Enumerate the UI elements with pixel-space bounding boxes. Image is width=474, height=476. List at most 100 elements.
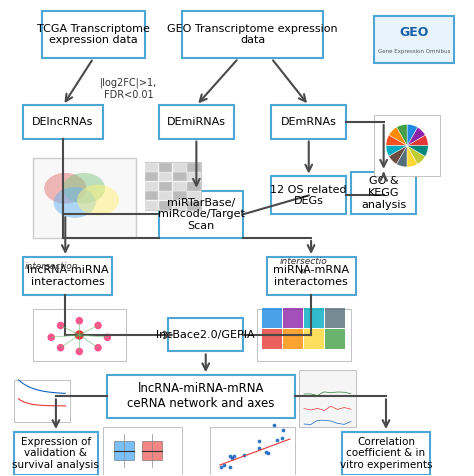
FancyBboxPatch shape (257, 309, 351, 361)
FancyBboxPatch shape (351, 172, 417, 214)
Text: miRTarBase/
miRcode/Target
Scan: miRTarBase/ miRcode/Target Scan (158, 198, 245, 231)
Wedge shape (386, 146, 407, 156)
Text: GO &
KEGG
analysis: GO & KEGG analysis (361, 177, 406, 209)
Text: DEmRNAs: DEmRNAs (281, 117, 337, 127)
Text: GEO Transcriptome expression
data: GEO Transcriptome expression data (167, 24, 338, 45)
Point (220, 461, 228, 469)
FancyBboxPatch shape (271, 177, 346, 214)
Text: TCGA Transcriptome
expression data: TCGA Transcriptome expression data (37, 24, 150, 45)
Text: intersectio
n: intersectio n (280, 257, 328, 276)
Point (273, 436, 280, 444)
Circle shape (94, 344, 102, 351)
FancyBboxPatch shape (325, 329, 345, 349)
FancyBboxPatch shape (33, 158, 136, 238)
Point (230, 452, 237, 460)
Circle shape (57, 344, 64, 351)
Text: lncRNA-miRNA-mRNA
ceRNA network and axes: lncRNA-miRNA-mRNA ceRNA network and axes (128, 382, 275, 410)
Wedge shape (407, 146, 425, 164)
Wedge shape (386, 135, 407, 146)
Point (278, 434, 286, 442)
FancyBboxPatch shape (145, 172, 158, 181)
Wedge shape (407, 127, 425, 146)
Point (264, 449, 272, 457)
Text: lncRNA-miRNA
interactomes: lncRNA-miRNA interactomes (27, 265, 109, 287)
FancyBboxPatch shape (145, 162, 201, 209)
Wedge shape (397, 124, 407, 146)
FancyBboxPatch shape (145, 163, 158, 172)
Circle shape (75, 347, 83, 355)
FancyBboxPatch shape (266, 257, 356, 295)
Text: DEmiRNAs: DEmiRNAs (167, 117, 226, 127)
Wedge shape (389, 127, 407, 146)
FancyBboxPatch shape (173, 200, 187, 209)
FancyBboxPatch shape (304, 329, 324, 349)
FancyBboxPatch shape (142, 441, 162, 460)
FancyBboxPatch shape (14, 432, 98, 475)
FancyBboxPatch shape (159, 106, 234, 139)
FancyBboxPatch shape (145, 200, 158, 209)
Circle shape (75, 317, 83, 325)
FancyBboxPatch shape (159, 163, 173, 172)
Point (280, 426, 287, 434)
Text: Gene Expression Omnibus: Gene Expression Omnibus (378, 49, 450, 54)
Ellipse shape (44, 173, 86, 204)
Circle shape (104, 334, 111, 341)
FancyBboxPatch shape (342, 432, 430, 475)
FancyBboxPatch shape (283, 329, 303, 349)
Point (226, 452, 234, 460)
FancyBboxPatch shape (374, 16, 454, 63)
FancyBboxPatch shape (159, 182, 173, 190)
Text: miRNA-mRNA
interactomes: miRNA-mRNA interactomes (273, 265, 349, 287)
Point (228, 455, 236, 462)
FancyBboxPatch shape (14, 380, 70, 423)
Point (255, 445, 263, 452)
FancyBboxPatch shape (173, 163, 187, 172)
FancyBboxPatch shape (304, 308, 324, 328)
FancyBboxPatch shape (210, 427, 295, 475)
FancyBboxPatch shape (168, 318, 243, 351)
Circle shape (47, 334, 55, 341)
FancyBboxPatch shape (187, 172, 201, 181)
Ellipse shape (54, 187, 96, 218)
Wedge shape (407, 124, 418, 146)
FancyBboxPatch shape (173, 172, 187, 181)
Circle shape (57, 322, 64, 329)
Point (263, 448, 270, 456)
FancyBboxPatch shape (325, 308, 345, 328)
FancyBboxPatch shape (42, 11, 145, 58)
Point (218, 464, 225, 471)
FancyBboxPatch shape (159, 190, 243, 238)
FancyBboxPatch shape (113, 441, 134, 460)
Text: intersection: intersection (25, 262, 78, 271)
FancyBboxPatch shape (159, 200, 173, 209)
FancyBboxPatch shape (103, 427, 182, 475)
Text: Correlation
coefficient & in
vitro experiments: Correlation coefficient & in vitro exper… (340, 436, 432, 470)
FancyBboxPatch shape (159, 172, 173, 181)
Ellipse shape (63, 173, 105, 204)
FancyBboxPatch shape (159, 191, 173, 200)
Wedge shape (407, 135, 428, 146)
FancyBboxPatch shape (187, 200, 201, 209)
FancyBboxPatch shape (283, 308, 303, 328)
FancyBboxPatch shape (173, 182, 187, 190)
FancyBboxPatch shape (108, 375, 295, 418)
Ellipse shape (77, 185, 119, 216)
Point (226, 463, 234, 471)
Text: lncBace2.0/GEPIA: lncBace2.0/GEPIA (156, 330, 255, 340)
Wedge shape (407, 146, 428, 156)
FancyBboxPatch shape (23, 106, 103, 139)
Text: |log2FC|>1,
FDR<0.01: |log2FC|>1, FDR<0.01 (100, 78, 157, 100)
Text: DElncRNAs: DElncRNAs (32, 117, 94, 127)
Point (240, 452, 248, 459)
FancyBboxPatch shape (145, 182, 158, 190)
Circle shape (74, 330, 84, 340)
Point (271, 422, 278, 429)
Wedge shape (407, 146, 418, 167)
Circle shape (94, 322, 102, 329)
Text: GEO: GEO (400, 26, 429, 39)
Text: Expression of
validation &
survival analysis: Expression of validation & survival anal… (12, 436, 100, 470)
FancyBboxPatch shape (187, 163, 201, 172)
FancyBboxPatch shape (173, 191, 187, 200)
FancyBboxPatch shape (182, 11, 323, 58)
FancyBboxPatch shape (187, 182, 201, 190)
